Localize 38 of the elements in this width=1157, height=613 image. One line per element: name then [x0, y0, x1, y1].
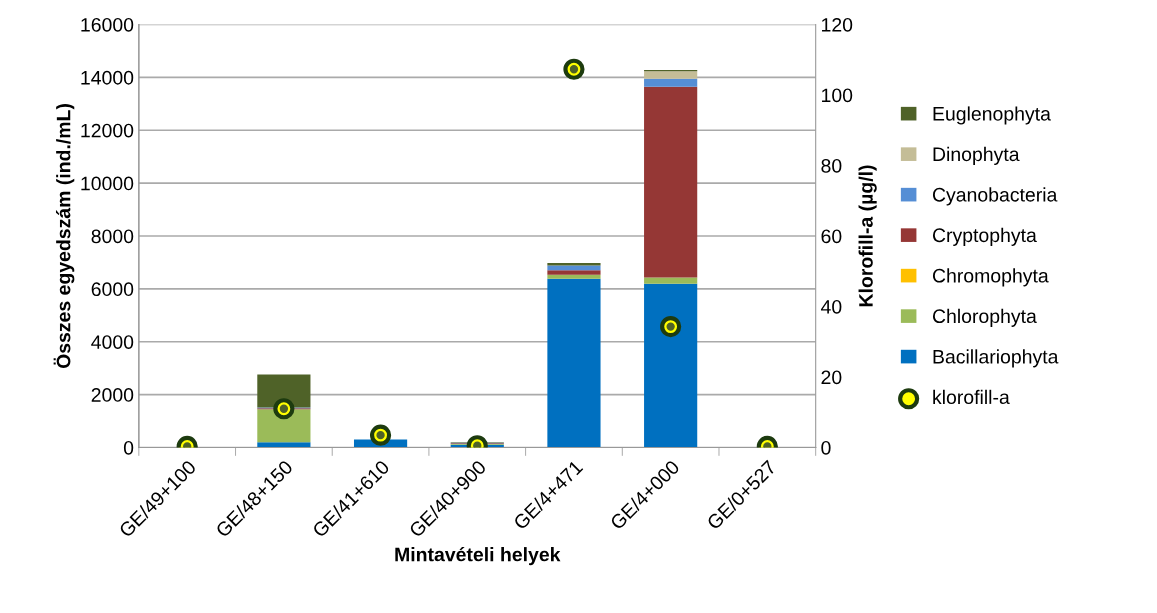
y-tick-label: 4000 [91, 335, 134, 349]
legend-label: Chlorophyta [932, 308, 1037, 327]
y2-tick-label: 120 [822, 17, 853, 32]
legend-label: Cyanobacteria [932, 187, 1058, 206]
bar [644, 283, 698, 448]
y2-tick-label: 20 [821, 370, 842, 385]
bar [547, 278, 601, 448]
legend-label: klorofill-a [933, 389, 1010, 405]
y2-tick-label: 0 [821, 440, 831, 455]
bar [547, 262, 601, 266]
bar [644, 78, 698, 87]
legend-label: Chromophyta [932, 268, 1049, 287]
y-tick-label: 10000 [81, 176, 134, 191]
bar [644, 71, 698, 79]
legend-label: Dinophyta [933, 146, 1020, 165]
y2-tick-label: 60 [821, 229, 842, 244]
y-tick-label: 16000 [81, 17, 134, 32]
y-tick-label: 12000 [81, 123, 134, 138]
legend-label: Cryptophyta [932, 227, 1037, 246]
y2-tick-label: 80 [821, 158, 842, 173]
legend-label: Euglenophyta [933, 106, 1051, 125]
bar [257, 409, 311, 443]
y-tick-label: 8000 [91, 229, 134, 244]
y-axis-title: Összes egyedszám (ind./mL) [53, 104, 75, 369]
y2-axis-title: Klorofill-a (µg/l) [858, 165, 877, 307]
bar [547, 274, 601, 279]
x-axis-title: Mintavételi helyek [395, 546, 561, 566]
y-tick-label: 6000 [91, 282, 134, 297]
bar [644, 277, 698, 284]
bar [644, 86, 698, 278]
y2-tick-label: 100 [822, 88, 853, 103]
y-tick-label: 14000 [81, 70, 134, 85]
y-tick-label: 2000 [91, 388, 134, 402]
y-tick-label: 0 [123, 440, 134, 455]
bar [547, 270, 601, 275]
y2-tick-label: 40 [820, 299, 842, 314]
bar [257, 442, 311, 448]
legend-label: Bacillariophyta [933, 349, 1059, 368]
